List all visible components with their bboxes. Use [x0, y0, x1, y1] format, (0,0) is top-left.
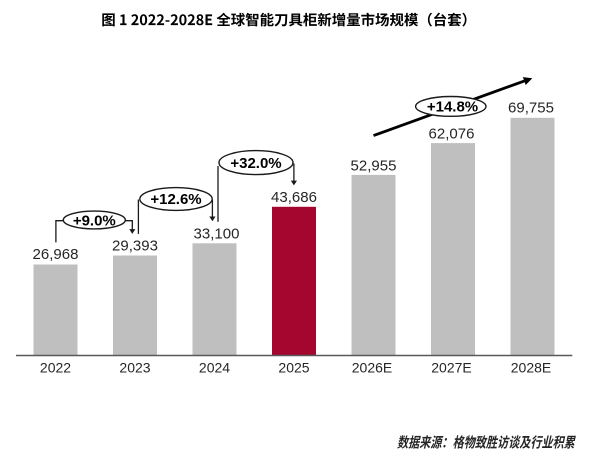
svg-text:+12.6%: +12.6% [150, 191, 201, 208]
svg-text:+32.0%: +32.0% [230, 155, 281, 172]
svg-text:62,076: 62,076 [429, 126, 475, 143]
svg-text:52,955: 52,955 [351, 158, 397, 175]
svg-text:+9.0%: +9.0% [73, 213, 116, 230]
svg-text:43,686: 43,686 [271, 189, 317, 206]
svg-text:2028E: 2028E [511, 359, 551, 375]
svg-text:+14.8%: +14.8% [427, 99, 478, 116]
svg-text:26,968: 26,968 [33, 246, 79, 263]
svg-text:2023: 2023 [119, 359, 150, 375]
svg-text:2025: 2025 [278, 359, 309, 375]
svg-text:33,100: 33,100 [194, 225, 240, 242]
svg-text:29,393: 29,393 [112, 237, 158, 254]
svg-text:2026E: 2026E [352, 359, 392, 375]
svg-text:2022: 2022 [40, 359, 71, 375]
svg-text:69,755: 69,755 [508, 99, 554, 116]
svg-text:2027E: 2027E [431, 359, 471, 375]
svg-text:2024: 2024 [199, 359, 230, 375]
